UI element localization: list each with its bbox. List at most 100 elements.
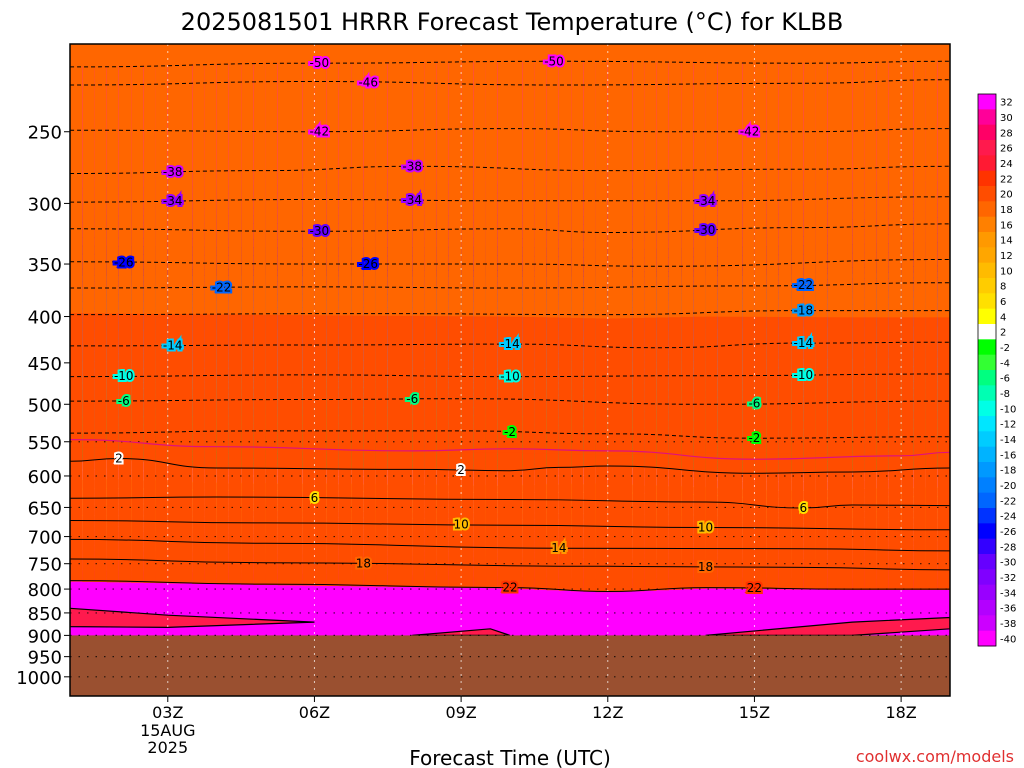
temperature-fill-cell bbox=[277, 449, 291, 586]
temperature-fill-cell bbox=[400, 315, 414, 452]
temperature-fill-cell bbox=[253, 44, 267, 180]
temperature-fill-cell bbox=[730, 44, 744, 181]
temperature-fill-cell bbox=[338, 449, 352, 587]
temperature-fill-cell bbox=[510, 179, 524, 317]
temperature-fill-cell bbox=[571, 453, 585, 592]
temperature-fill-cell bbox=[375, 179, 389, 316]
temperature-fill-cell bbox=[412, 44, 426, 181]
temperature-fill-cell bbox=[192, 178, 206, 315]
temperature-fill-cell bbox=[705, 44, 719, 181]
temperature-fill-cell bbox=[338, 314, 352, 451]
temperature-fill-cell bbox=[192, 448, 206, 584]
temperature-fill-cell bbox=[546, 180, 560, 318]
temperature-fill-cell bbox=[424, 179, 438, 317]
temperature-fill-cell bbox=[338, 179, 352, 316]
temperature-fill-cell bbox=[644, 453, 658, 591]
temperature-fill-cell bbox=[620, 180, 634, 319]
temperature-fill-cell bbox=[595, 180, 609, 319]
temperature-fill-cell bbox=[241, 448, 255, 585]
temperature-fill-cell bbox=[754, 44, 768, 181]
temperature-fill-cell bbox=[595, 317, 609, 456]
temperature-fill-cell bbox=[192, 44, 206, 180]
temperature-fill-cell bbox=[668, 180, 682, 318]
temperature-fill-cell bbox=[155, 178, 169, 314]
temperature-fill-cell bbox=[70, 312, 84, 448]
temperature-fill-cell bbox=[668, 316, 682, 454]
temperature-fill-cell bbox=[314, 449, 328, 586]
temperature-fill-cell bbox=[681, 452, 695, 590]
temperature-fill-cell bbox=[424, 450, 438, 588]
temperature-fill-cell bbox=[607, 180, 621, 319]
temperature-fill-cell bbox=[143, 313, 157, 449]
temperature-fill-cell bbox=[363, 450, 377, 587]
temperature-fill-cell bbox=[70, 44, 84, 179]
temperature-fill-cell bbox=[216, 448, 230, 585]
temperature-fill-cell bbox=[118, 178, 132, 314]
temperature-fill-cell bbox=[326, 449, 340, 586]
temperature-fill-cell bbox=[668, 452, 682, 590]
temperature-fill-cell bbox=[534, 180, 548, 318]
temperature-fill-cell bbox=[216, 44, 230, 180]
temperature-fill-cell bbox=[302, 314, 316, 451]
temperature-fill-cell bbox=[216, 313, 230, 450]
temperature-fill-cell bbox=[717, 179, 731, 317]
temperature-fill-cell bbox=[241, 178, 255, 315]
temperature-fill-cell bbox=[400, 44, 414, 181]
temperature-fill-cell bbox=[167, 178, 181, 315]
temperature-fill-cell bbox=[204, 313, 218, 450]
temperature-fill-cell bbox=[314, 44, 328, 181]
temperature-fill-cell bbox=[82, 44, 96, 180]
temperature-fill-cell bbox=[375, 450, 389, 587]
temperature-fill-cell bbox=[766, 452, 780, 590]
temperature-fill-cell bbox=[290, 449, 304, 586]
temperature-fill-cell bbox=[265, 314, 279, 450]
temperature-fill-cell bbox=[302, 179, 316, 316]
temperature-fill-cell bbox=[485, 179, 499, 317]
temperature-fill-cell bbox=[155, 447, 169, 584]
temperature-fill-cell bbox=[571, 44, 585, 182]
temperature-fill-cell bbox=[754, 180, 768, 317]
temperature-fill-cell bbox=[681, 44, 695, 181]
temperature-fill-cell bbox=[412, 179, 426, 316]
temperature-fill-cell bbox=[94, 178, 108, 314]
temperature-fill-cell bbox=[510, 44, 524, 181]
temperature-fill-bands bbox=[70, 44, 950, 637]
temperature-fill-cell bbox=[766, 44, 780, 181]
temperature-fill-cell bbox=[742, 316, 756, 453]
temperature-fill-cell bbox=[546, 44, 560, 182]
temperature-fill-cell bbox=[82, 446, 96, 582]
temperature-fill-cell bbox=[204, 178, 218, 315]
temperature-fill-cell bbox=[143, 447, 157, 583]
temperature-fill-cell bbox=[400, 450, 414, 587]
temperature-fill-cell bbox=[620, 454, 634, 592]
temperature-fill-cell bbox=[693, 44, 707, 181]
temperature-fill-cell bbox=[436, 315, 450, 452]
temperature-fill-cell bbox=[265, 179, 279, 315]
temperature-fill-cell bbox=[717, 451, 731, 589]
temperature-fill-cell bbox=[106, 447, 120, 583]
temperature-fill-cell bbox=[730, 451, 744, 589]
temperature-fill-cell bbox=[241, 44, 255, 180]
temperature-fill-cell bbox=[485, 451, 499, 589]
temperature-fill-cell bbox=[607, 454, 621, 593]
temperature-fill-cell bbox=[620, 317, 634, 455]
temperature-fill-cell bbox=[253, 179, 267, 315]
temperature-fill-cell bbox=[400, 179, 414, 316]
temperature-fill-cell bbox=[290, 179, 304, 316]
temperature-fill-cell bbox=[448, 179, 462, 317]
temperature-fill-cell bbox=[118, 447, 132, 583]
temperature-fill-cell bbox=[424, 315, 438, 452]
temperature-fill-cell bbox=[155, 44, 169, 180]
chart-title: 2025081501 HRRR Forecast Temperature (°C… bbox=[181, 8, 844, 36]
temperature-fill-cell bbox=[632, 180, 646, 318]
temperature-fill-cell bbox=[497, 451, 511, 589]
temperature-fill-cell bbox=[558, 180, 572, 318]
temperature-fill-cell bbox=[326, 314, 340, 451]
temperature-fill-cell bbox=[705, 315, 719, 453]
temperature-fill-cell bbox=[632, 453, 646, 592]
temperature-fill-cell bbox=[754, 316, 768, 453]
temperature-fill-cell bbox=[436, 450, 450, 588]
temperature-fill-cell bbox=[363, 179, 377, 316]
temperature-fill-cell bbox=[571, 317, 585, 455]
